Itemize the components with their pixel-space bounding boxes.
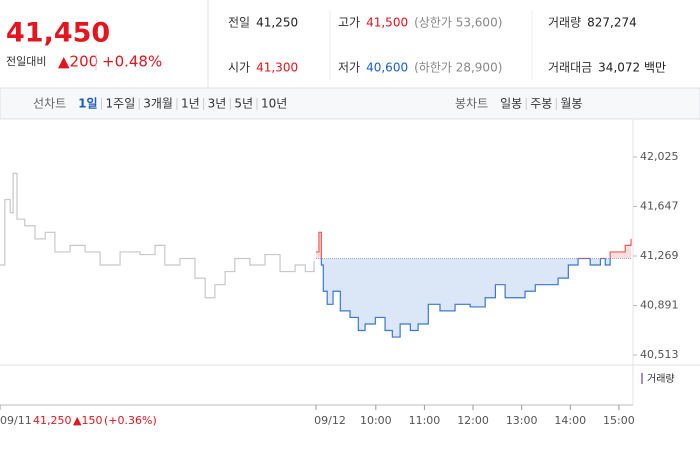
stat-value: 34,072 백만 bbox=[598, 61, 666, 75]
stat-label: 전일 bbox=[228, 16, 250, 30]
stat-label: 고가 bbox=[338, 16, 360, 30]
stat-label: 거래량 bbox=[548, 16, 581, 30]
tab[interactable]: 1주일 bbox=[106, 97, 136, 111]
change: ▲200 bbox=[58, 53, 98, 71]
x-tick-label: 15:00 bbox=[603, 414, 635, 427]
y-tick-label: 41,647 bbox=[640, 200, 679, 213]
tab[interactable]: 3개월 bbox=[143, 97, 173, 111]
x-tick-label: 11:00 bbox=[409, 414, 441, 427]
stat-label: 거래대금 bbox=[548, 61, 592, 75]
header-bg bbox=[0, 0, 700, 88]
info-change: ▲150 bbox=[73, 414, 102, 427]
info-price: 41,250 bbox=[33, 414, 72, 427]
stat-label: 저가 bbox=[338, 61, 360, 75]
stat-value: 827,274 bbox=[587, 16, 637, 30]
tab[interactable]: 일봉 bbox=[500, 97, 522, 111]
x-tick-label: 09/12 bbox=[314, 414, 346, 427]
tab[interactable]: 10년 bbox=[261, 97, 287, 111]
tab[interactable]: 1일 bbox=[78, 97, 97, 111]
change-pct: +0.48% bbox=[102, 53, 162, 71]
tab[interactable]: 3년 bbox=[208, 97, 227, 111]
volume-legend: 거래량 bbox=[647, 373, 675, 385]
stat-value: 41,300 bbox=[256, 61, 298, 75]
tab-bar bbox=[0, 87, 700, 120]
x-tick-label: 13:00 bbox=[506, 414, 538, 427]
tab[interactable]: 5년 bbox=[234, 97, 253, 111]
x-tick-label: 10:00 bbox=[360, 414, 392, 427]
change-label: 전일대비 bbox=[6, 54, 46, 68]
stat-note: (상한가 53,600) bbox=[414, 16, 502, 30]
stat-value: 41,250 bbox=[256, 16, 298, 30]
tab[interactable]: 1년 bbox=[181, 97, 200, 111]
stat-value: 41,500 bbox=[366, 16, 408, 30]
x-tick-label: 14:00 bbox=[554, 414, 586, 427]
y-tick-label: 41,269 bbox=[640, 249, 679, 262]
x-tick-label: 12:00 bbox=[457, 414, 489, 427]
price-line bbox=[320, 258, 611, 338]
stat-label: 시가 bbox=[228, 61, 250, 75]
tab[interactable]: 월봉 bbox=[560, 97, 582, 111]
price-line bbox=[0, 172, 315, 299]
area-below bbox=[321, 258, 611, 338]
current-price: 41,450 bbox=[6, 18, 110, 49]
y-tick-label: 40,891 bbox=[640, 299, 679, 312]
tab[interactable]: 주봉 bbox=[530, 97, 552, 111]
info-change-pct: (+0.36%) bbox=[104, 414, 157, 427]
stat-value: 40,600 bbox=[366, 61, 408, 75]
tab-group-label: 봉차트 bbox=[455, 97, 488, 111]
tab-group-label: 선차트 bbox=[33, 97, 66, 111]
y-tick-label: 40,513 bbox=[640, 348, 679, 361]
x-tick-label: 09/11 bbox=[0, 414, 32, 427]
stat-note: (하한가 28,900) bbox=[414, 61, 502, 75]
y-tick-label: 42,025 bbox=[640, 150, 679, 163]
